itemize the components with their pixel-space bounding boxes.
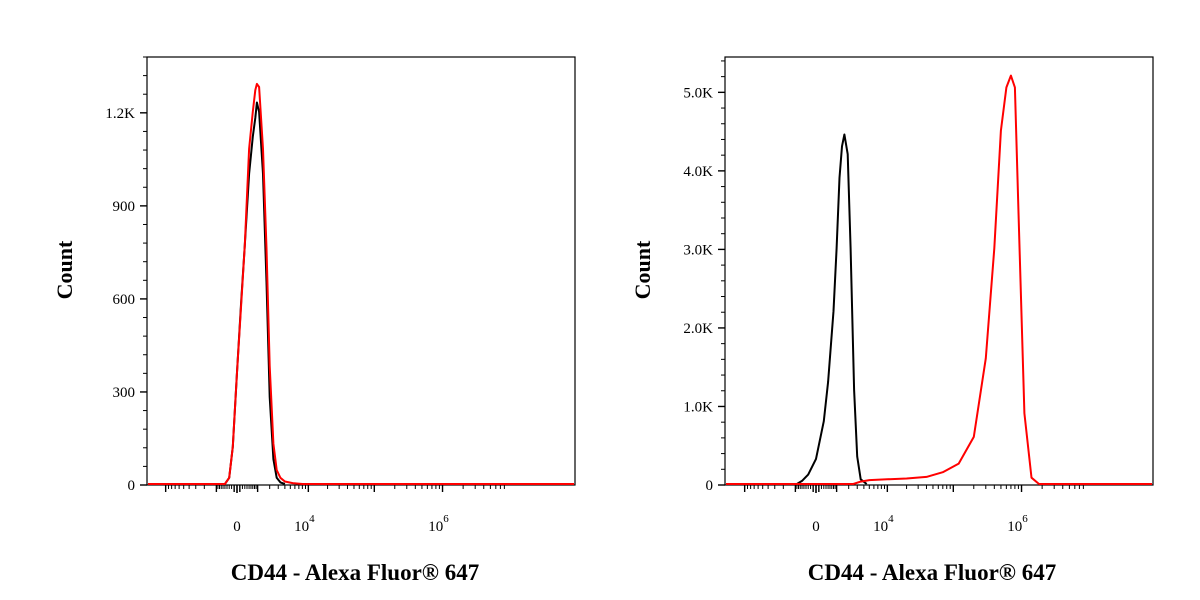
y-tick-label: 300 [113,385,136,401]
x-tick-label-base: 0 [812,519,820,535]
y-tick-label: 600 [113,292,136,308]
y-tick-label: 2.0K [683,321,713,337]
y-tick-label: 3.0K [683,242,713,258]
series-line-red [726,74,1152,485]
y-axis-label: Count [630,240,655,299]
series-line-red [148,82,574,485]
x-tick-label-base: 10 [873,519,888,535]
x-tick-label: 106 [428,513,449,535]
y-tick-label: 1.2K [105,106,135,122]
x-tick-label-exponent: 6 [443,513,449,525]
x-tick-label-exponent: 4 [309,513,315,525]
y-tick-label: 0 [706,478,714,494]
x-tick-label-exponent: 4 [888,513,894,525]
x-tick-label-base: 10 [294,519,309,535]
y-tick-label: 0 [128,478,136,494]
x-tick-label: 0 [233,519,241,535]
x-axis-label: CD44 - Alexa Fluor® 647 [808,560,1056,585]
x-tick-label-exponent: 6 [1022,513,1028,525]
y-tick-label: 5.0K [683,85,713,101]
plot-frame [146,56,576,486]
x-tick-label-base: 10 [428,519,443,535]
x-tick-label: 104 [873,513,894,535]
x-tick-label-base: 10 [1007,519,1022,535]
y-tick-label: 1.0K [683,399,713,415]
y-tick-label: 900 [113,199,136,215]
x-tick-label: 0 [812,519,820,535]
plot-frame [724,56,1154,486]
y-tick-label: 4.0K [683,164,713,180]
series-line-black [726,133,868,485]
y-axis-label: Count [52,240,77,299]
x-tick-label: 106 [1007,513,1028,535]
x-tick-label-base: 0 [233,519,241,535]
x-axis-label: CD44 - Alexa Fluor® 647 [231,560,479,585]
x-tick-label: 104 [294,513,315,535]
